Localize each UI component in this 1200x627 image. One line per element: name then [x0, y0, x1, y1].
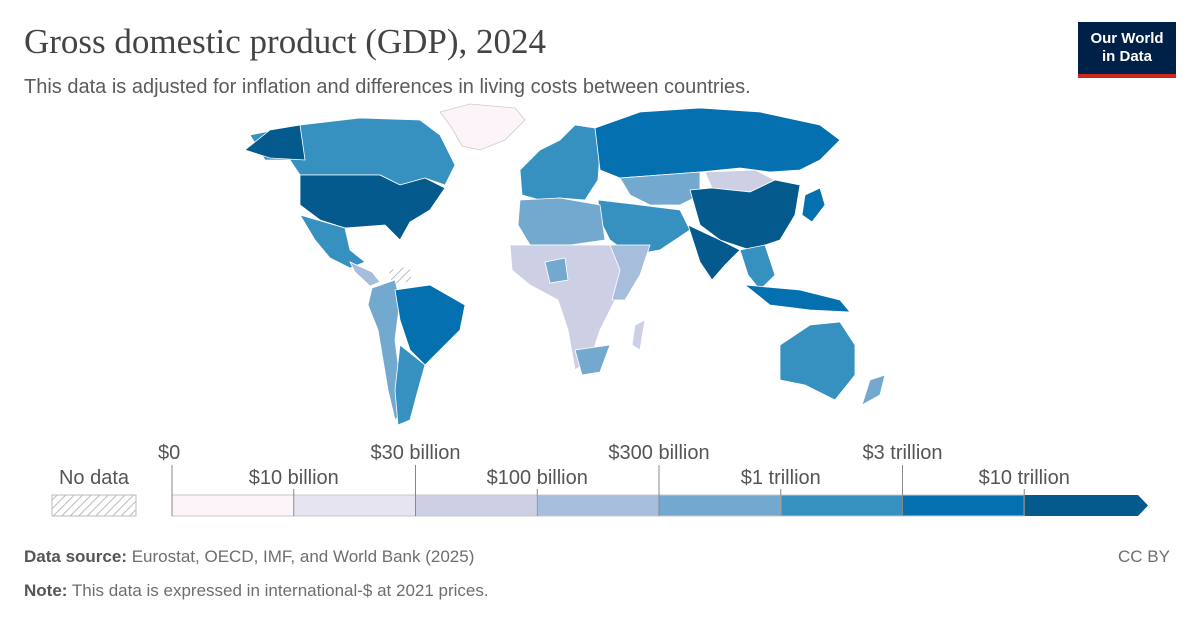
- argentina: [394, 344, 426, 426]
- usa: [299, 174, 446, 241]
- venezuela-hatch: [387, 265, 413, 285]
- greenland: [439, 103, 526, 151]
- source-label: Data source:: [24, 547, 127, 566]
- legend-bin: [536, 494, 660, 517]
- south-africa: [574, 344, 611, 376]
- central-america: [349, 261, 381, 287]
- no-data-label: No data: [59, 467, 130, 489]
- legend-label: $10 trillion: [979, 467, 1070, 489]
- europe: [519, 124, 601, 201]
- source-text: Eurostat, OECD, IMF, and World Bank (202…: [131, 547, 475, 566]
- legend-label: $30 billion: [370, 442, 460, 464]
- brazil: [394, 284, 466, 366]
- legend-label: $10 billion: [249, 467, 339, 489]
- central-asia: [619, 171, 701, 206]
- legend-bin: [902, 494, 1025, 517]
- east-africa: [609, 244, 651, 301]
- logo-line: in Data: [1101, 48, 1152, 65]
- legend-label: $3 trillion: [862, 442, 942, 464]
- alaska: [244, 124, 306, 161]
- southeast-asia: [739, 244, 776, 291]
- china: [689, 179, 801, 251]
- new-zealand: [861, 374, 886, 406]
- legend: No data $0 $10 billion $30 billion $100 bil…: [51, 442, 1148, 517]
- russia: [594, 107, 841, 179]
- logo-line: Our World: [1090, 30, 1164, 47]
- logo[interactable]: Our World in Data: [1078, 22, 1176, 78]
- source: Data source: Eurostat, OECD, IMF, and Wo…: [24, 547, 474, 567]
- legend-bin: [780, 494, 903, 517]
- north-africa: [517, 197, 606, 246]
- countries: [244, 103, 886, 426]
- legend-bin: [1024, 495, 1148, 516]
- legend-label: $100 billion: [487, 467, 588, 489]
- subtitle: This data is adjusted for inflation and …: [24, 76, 751, 98]
- australia: [779, 321, 856, 401]
- license[interactable]: CC BY: [1118, 547, 1170, 566]
- legend-bin: [415, 494, 538, 517]
- legend-bin: [293, 494, 416, 517]
- indonesia: [743, 284, 851, 313]
- legend-bin: [171, 494, 295, 517]
- no-data-swatch: [51, 494, 137, 517]
- legend-label: $0: [158, 442, 180, 464]
- nigeria: [544, 257, 569, 284]
- madagascar: [631, 319, 646, 351]
- note-label: Note:: [24, 581, 68, 600]
- legend-label: $1 trillion: [741, 467, 821, 489]
- legend-bin: [658, 494, 782, 517]
- japan-korea: [801, 187, 826, 223]
- note: Note: This data is expressed in internat…: [24, 581, 489, 601]
- india: [687, 224, 741, 281]
- note-text: This data is expressed in international-…: [71, 581, 489, 600]
- title: Gross domestic product (GDP), 2024: [24, 22, 547, 61]
- legend-label: $300 billion: [608, 442, 709, 464]
